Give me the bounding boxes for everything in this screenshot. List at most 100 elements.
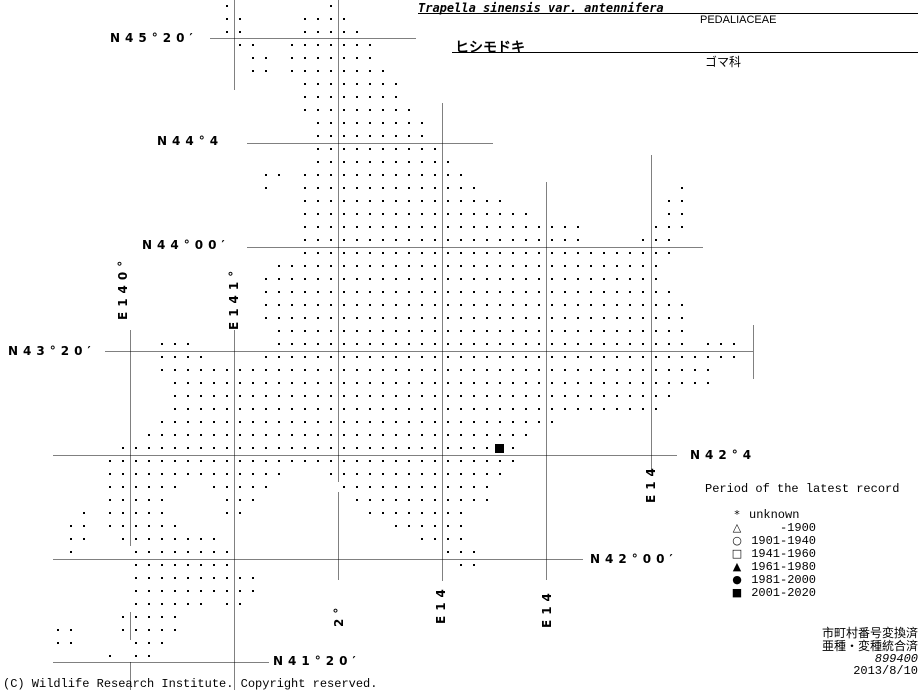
mesh-dot	[525, 421, 527, 423]
mesh-dot	[252, 434, 254, 436]
mesh-dot	[239, 473, 241, 475]
mesh-dot	[668, 252, 670, 254]
mesh-dot	[603, 252, 605, 254]
mesh-dot	[356, 31, 358, 33]
mesh-dot	[408, 265, 410, 267]
mesh-dot	[460, 512, 462, 514]
mesh-dot	[304, 200, 306, 202]
mesh-dot	[668, 200, 670, 202]
lat-label-n44-4: N44°4	[157, 134, 224, 148]
mesh-dot	[408, 122, 410, 124]
mesh-dot	[473, 291, 475, 293]
mesh-dot	[499, 408, 501, 410]
mesh-dot	[395, 512, 397, 514]
mesh-dot	[395, 447, 397, 449]
mesh-dot	[265, 291, 267, 293]
mesh-dot	[499, 395, 501, 397]
mesh-dot	[421, 421, 423, 423]
mesh-dot	[486, 434, 488, 436]
mesh-dot	[512, 291, 514, 293]
mesh-dot	[135, 564, 137, 566]
mesh-dot	[148, 603, 150, 605]
mesh-dot	[434, 278, 436, 280]
mesh-dot	[317, 239, 319, 241]
mesh-dot	[564, 265, 566, 267]
mesh-dot	[213, 486, 215, 488]
mesh-dot	[590, 369, 592, 371]
mesh-dot	[473, 382, 475, 384]
mesh-dot	[421, 512, 423, 514]
mesh-dot	[135, 473, 137, 475]
mesh-dot	[148, 538, 150, 540]
mesh-dot	[265, 473, 267, 475]
mesh-dot	[70, 538, 72, 540]
mesh-dot	[239, 590, 241, 592]
mesh-dot	[304, 330, 306, 332]
mesh-dot	[278, 265, 280, 267]
mesh-dot	[330, 382, 332, 384]
mesh-dot	[382, 83, 384, 85]
mesh-dot	[668, 226, 670, 228]
mesh-dot	[343, 226, 345, 228]
mesh-dot	[330, 395, 332, 397]
mesh-dot	[174, 460, 176, 462]
mesh-dot	[109, 499, 111, 501]
mesh-dot	[226, 564, 228, 566]
mesh-dot	[317, 96, 319, 98]
mesh-dot	[122, 525, 124, 527]
mesh-dot	[369, 239, 371, 241]
mesh-dot	[460, 278, 462, 280]
mesh-dot	[330, 122, 332, 124]
mesh-dot	[447, 330, 449, 332]
mesh-dot	[616, 278, 618, 280]
mesh-dot	[213, 577, 215, 579]
mesh-dot	[317, 265, 319, 267]
mesh-dot	[629, 291, 631, 293]
mesh-dot	[499, 252, 501, 254]
mesh-dot	[395, 460, 397, 462]
legend-item: □ 1941-1960	[728, 547, 816, 561]
mesh-dot	[330, 18, 332, 20]
mesh-dot	[382, 434, 384, 436]
mesh-dot	[304, 174, 306, 176]
mesh-dot	[304, 278, 306, 280]
mesh-dot	[408, 213, 410, 215]
mesh-dot	[174, 356, 176, 358]
mesh-dot	[187, 603, 189, 605]
map-date: 2013/8/10	[853, 664, 918, 678]
mesh-dot	[395, 317, 397, 319]
mesh-dot	[369, 226, 371, 228]
record-marker-filled-square	[495, 444, 504, 453]
mesh-dot	[395, 369, 397, 371]
mesh-dot	[421, 343, 423, 345]
mesh-dot	[317, 395, 319, 397]
mesh-dot	[538, 317, 540, 319]
mesh-dot	[174, 538, 176, 540]
mesh-dot	[343, 395, 345, 397]
mesh-dot	[174, 473, 176, 475]
mesh-dot	[460, 421, 462, 423]
mesh-dot	[343, 434, 345, 436]
mesh-dot	[460, 473, 462, 475]
mesh-dot	[252, 369, 254, 371]
mesh-dot	[187, 551, 189, 553]
mesh-dot	[590, 291, 592, 293]
mesh-dot	[486, 252, 488, 254]
mesh-dot	[343, 161, 345, 163]
mesh-dot	[408, 512, 410, 514]
mesh-dot	[317, 161, 319, 163]
mesh-dot	[421, 278, 423, 280]
mesh-dot	[460, 239, 462, 241]
mesh-dot	[434, 148, 436, 150]
mesh-dot	[265, 278, 267, 280]
mesh-dot	[499, 356, 501, 358]
mesh-dot	[538, 265, 540, 267]
mesh-dot	[434, 252, 436, 254]
mesh-dot	[291, 434, 293, 436]
mesh-dot	[135, 525, 137, 527]
mesh-dot	[161, 564, 163, 566]
legend-item: ○ 1901-1940	[728, 534, 816, 548]
mesh-dot	[447, 304, 449, 306]
mesh-dot	[395, 148, 397, 150]
mesh-dot	[213, 408, 215, 410]
